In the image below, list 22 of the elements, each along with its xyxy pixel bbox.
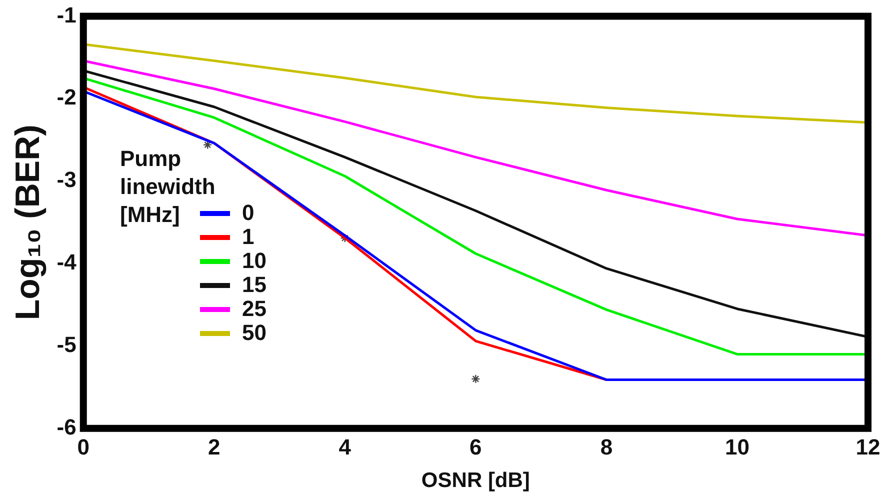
y-tick-label: -3 bbox=[56, 167, 76, 192]
y-tick-label: -2 bbox=[56, 84, 76, 110]
x-tick-label: 2 bbox=[208, 434, 220, 460]
legend-label: 15 bbox=[242, 272, 266, 298]
y-tick-label: -1 bbox=[56, 2, 76, 28]
y-tick-label: -5 bbox=[56, 332, 76, 358]
legend-label: 0 bbox=[242, 200, 254, 226]
y-axis-title: Log₁₀ (BER) bbox=[8, 124, 47, 320]
y-tick-label: -6 bbox=[56, 414, 76, 440]
x-tick-label: 6 bbox=[470, 434, 482, 460]
legend-label: 50 bbox=[242, 320, 266, 346]
x-tick-label: 0 bbox=[77, 434, 90, 460]
x-tick-label: 4 bbox=[338, 434, 352, 460]
x-axis-title: OSNR [dB] bbox=[421, 469, 530, 492]
legend-label: 1 bbox=[242, 224, 254, 250]
legend-label: 10 bbox=[242, 248, 266, 274]
x-tick-label: 8 bbox=[600, 434, 613, 460]
x-tick-label: 12 bbox=[856, 434, 880, 460]
legend-title: Pump linewidth [MHz] bbox=[120, 145, 216, 229]
legend-label: 25 bbox=[242, 296, 266, 322]
y-tick-label: -4 bbox=[56, 250, 78, 275]
x-tick-label: 10 bbox=[724, 434, 750, 460]
